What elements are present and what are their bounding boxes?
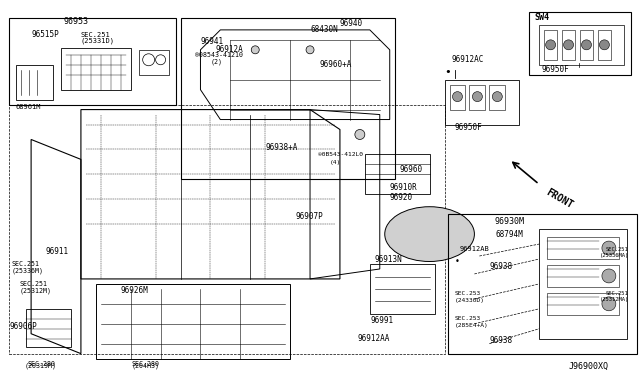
Text: (20319M): (20319M) bbox=[25, 362, 57, 369]
Text: J96900XQ: J96900XQ bbox=[569, 362, 609, 371]
Text: ®08543-41210: ®08543-41210 bbox=[195, 52, 243, 58]
Bar bbox=[16, 65, 53, 100]
Text: 96938+A: 96938+A bbox=[265, 143, 298, 152]
Text: SEC.251: SEC.251 bbox=[81, 32, 111, 38]
Bar bbox=[529, 12, 631, 75]
Circle shape bbox=[492, 92, 502, 102]
Circle shape bbox=[452, 92, 463, 102]
Bar bbox=[539, 25, 624, 65]
Text: 96906P: 96906P bbox=[9, 322, 37, 331]
Text: SEC.280: SEC.280 bbox=[132, 360, 159, 367]
Circle shape bbox=[355, 129, 365, 140]
Text: 96991: 96991 bbox=[371, 316, 394, 325]
Bar bbox=[490, 85, 506, 110]
Circle shape bbox=[472, 92, 483, 102]
Text: (4): (4) bbox=[330, 160, 341, 165]
Bar bbox=[580, 30, 593, 60]
Text: SEC.251: SEC.251 bbox=[606, 247, 629, 251]
Bar bbox=[445, 80, 519, 125]
Text: 96912AB: 96912AB bbox=[460, 246, 489, 252]
Text: 96912AC: 96912AC bbox=[451, 55, 484, 64]
Text: 96912A: 96912A bbox=[216, 45, 243, 54]
Text: 96960: 96960 bbox=[400, 165, 423, 174]
Bar bbox=[9, 105, 445, 354]
Text: SEC.280: SEC.280 bbox=[27, 360, 55, 367]
Bar bbox=[447, 214, 637, 354]
Bar bbox=[180, 18, 395, 179]
Text: FRONT: FRONT bbox=[544, 187, 575, 211]
Text: 96930M: 96930M bbox=[494, 217, 524, 226]
Text: •: • bbox=[444, 67, 451, 77]
Text: •: • bbox=[455, 257, 460, 266]
Text: 96960+A: 96960+A bbox=[320, 60, 353, 69]
Text: (25331D): (25331D) bbox=[81, 38, 115, 44]
Bar bbox=[61, 48, 131, 90]
Circle shape bbox=[306, 46, 314, 54]
Bar bbox=[598, 30, 611, 60]
Bar bbox=[365, 154, 429, 194]
Text: 96907P: 96907P bbox=[295, 212, 323, 221]
Text: ®0B543-412L0: ®0B543-412L0 bbox=[318, 152, 363, 157]
Text: 96938: 96938 bbox=[490, 263, 513, 272]
Text: 68961M: 68961M bbox=[15, 103, 41, 110]
Bar bbox=[96, 284, 290, 359]
Circle shape bbox=[582, 40, 591, 50]
Text: SW4: SW4 bbox=[534, 13, 549, 22]
Text: 96941: 96941 bbox=[200, 37, 223, 46]
Circle shape bbox=[252, 46, 259, 54]
Text: 96953: 96953 bbox=[63, 17, 88, 26]
Text: (25312MA): (25312MA) bbox=[600, 297, 629, 302]
Circle shape bbox=[564, 40, 573, 50]
Bar bbox=[26, 309, 71, 347]
Text: 96950F: 96950F bbox=[541, 65, 569, 74]
Text: 96938: 96938 bbox=[490, 336, 513, 345]
Text: 96926M: 96926M bbox=[121, 286, 148, 295]
Bar bbox=[469, 85, 485, 110]
Text: 96910R: 96910R bbox=[390, 183, 417, 192]
Text: 96940: 96940 bbox=[340, 19, 363, 28]
Text: SEC.251: SEC.251 bbox=[19, 281, 47, 287]
Text: 96950F: 96950F bbox=[454, 123, 482, 132]
Text: SEC.253: SEC.253 bbox=[454, 316, 481, 321]
Text: SEC.251: SEC.251 bbox=[606, 291, 629, 296]
Bar bbox=[139, 50, 168, 75]
Circle shape bbox=[602, 241, 616, 255]
Text: 96515P: 96515P bbox=[31, 31, 59, 39]
Text: 68794M: 68794M bbox=[495, 230, 523, 238]
Bar bbox=[562, 30, 575, 60]
Text: (24330D): (24330D) bbox=[454, 298, 484, 303]
Text: 96912AA: 96912AA bbox=[358, 334, 390, 343]
Bar bbox=[547, 293, 619, 315]
Text: 96920: 96920 bbox=[390, 193, 413, 202]
Text: 68430N: 68430N bbox=[310, 25, 338, 34]
Bar bbox=[544, 30, 557, 60]
Bar bbox=[539, 229, 627, 339]
Circle shape bbox=[602, 269, 616, 283]
Bar bbox=[370, 264, 435, 314]
Bar bbox=[9, 18, 175, 105]
Bar bbox=[547, 237, 619, 259]
Circle shape bbox=[602, 297, 616, 311]
Text: (25312M): (25312M) bbox=[19, 288, 51, 294]
Text: (285E4+A): (285E4+A) bbox=[454, 323, 488, 328]
Ellipse shape bbox=[385, 207, 474, 262]
Text: (204H3): (204H3) bbox=[132, 362, 159, 369]
Bar bbox=[449, 85, 465, 110]
Circle shape bbox=[600, 40, 609, 50]
Text: 96913N: 96913N bbox=[375, 254, 403, 263]
Text: 96911: 96911 bbox=[46, 247, 69, 256]
Text: SEC.251: SEC.251 bbox=[11, 261, 39, 267]
Text: (25336M): (25336M) bbox=[11, 268, 43, 274]
Bar bbox=[547, 265, 619, 287]
Text: (2): (2) bbox=[211, 58, 223, 65]
Text: SEC.253: SEC.253 bbox=[454, 291, 481, 296]
Circle shape bbox=[546, 40, 556, 50]
Text: (25336MA): (25336MA) bbox=[600, 253, 629, 257]
